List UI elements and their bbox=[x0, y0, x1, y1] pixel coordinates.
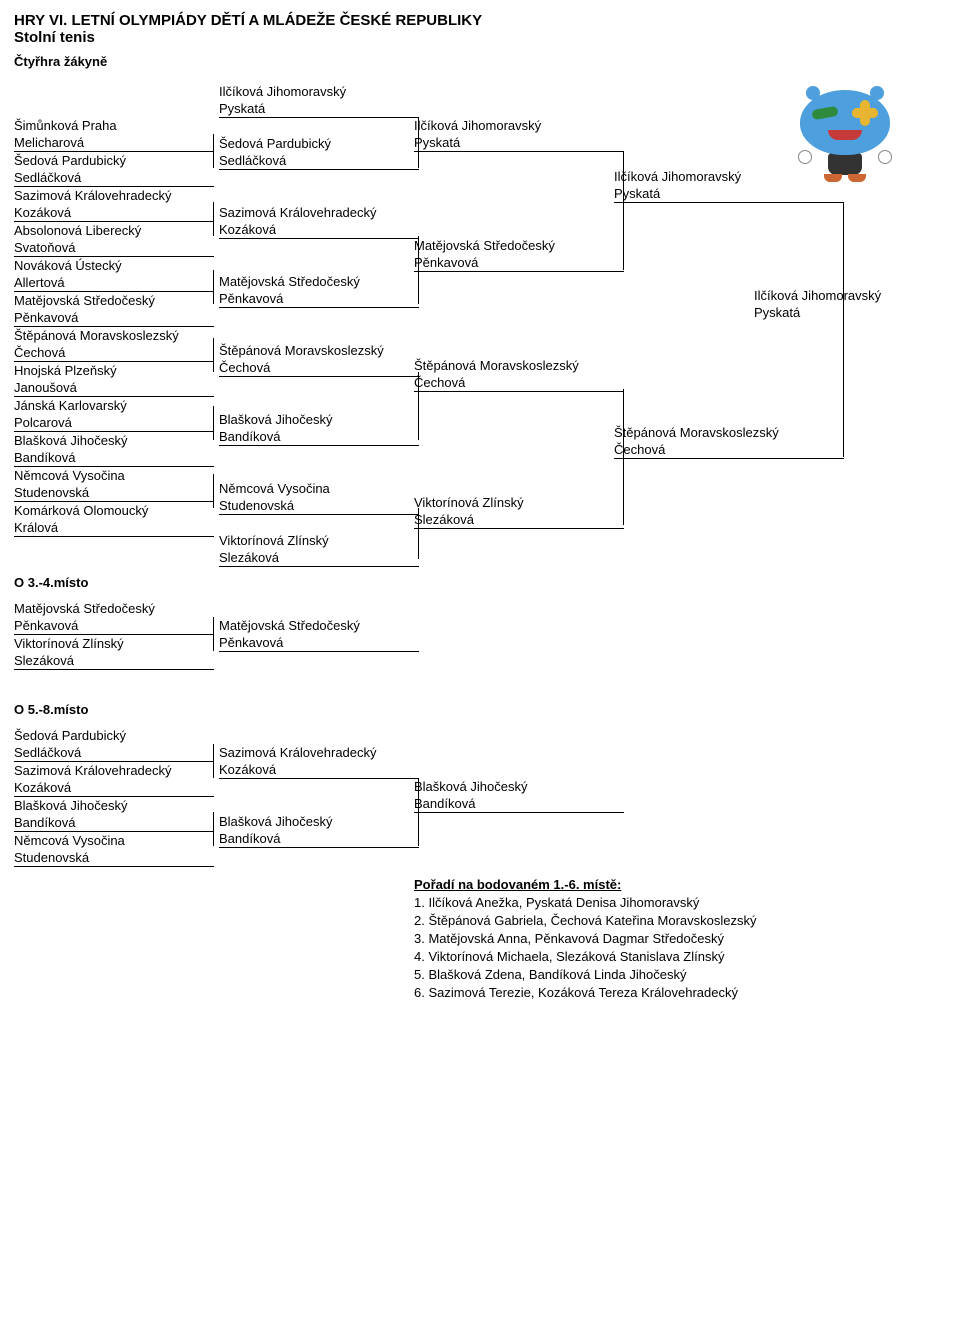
p34-2a: Viktorínová Zlínský bbox=[14, 635, 214, 652]
r1-p2b: Sedláčková bbox=[14, 169, 214, 187]
p58-sf2b: Bandíková bbox=[219, 830, 419, 848]
r1-p10a: Blašková Jihočeský bbox=[14, 432, 214, 449]
p34-2b: Slezáková bbox=[14, 652, 214, 670]
r1-p4b: Svatoňová bbox=[14, 239, 214, 257]
r1-p5b: Allertová bbox=[14, 274, 214, 292]
rank-2: 2. Štěpánová Gabriela, Čechová Kateřina … bbox=[414, 912, 757, 930]
p34-w-b: Pěnkavová bbox=[219, 634, 419, 652]
r1-p12b: Králová bbox=[14, 519, 214, 537]
r1-p7b: Čechová bbox=[14, 344, 214, 362]
r1-p11b: Studenovská bbox=[14, 484, 214, 502]
p34-1b: Pěnkavová bbox=[14, 617, 214, 635]
r1-p1a: Šimůnková Praha bbox=[14, 117, 214, 134]
p34-1a: Matějovská Středočeský bbox=[14, 600, 214, 617]
r1-p8a: Hnojská Plzeňský bbox=[14, 362, 214, 379]
page-sport: Stolní tenis bbox=[14, 29, 946, 46]
p58-4a: Němcová Vysočina bbox=[14, 832, 214, 849]
r1-p11a: Němcová Vysočina bbox=[14, 467, 214, 484]
section-34-title: O 3.-4.místo bbox=[14, 575, 946, 590]
bracket-34: Matějovská Středočeský Pěnkavová Viktorí… bbox=[14, 600, 946, 680]
qf3a: Štěpánová Moravskoslezský bbox=[414, 357, 624, 374]
bracket-58: Šedová Pardubický Sedláčková Sazimová Kr… bbox=[14, 727, 946, 887]
r1-p12a: Komárková Olomoucký bbox=[14, 502, 214, 519]
main-bracket: Šimůnková Praha Melicharová Šedová Pardu… bbox=[14, 83, 946, 553]
r1-p7a: Štěpánová Moravskoslezský bbox=[14, 327, 214, 344]
page-category: Čtyřhra žákyně bbox=[14, 54, 946, 69]
p58-1a: Šedová Pardubický bbox=[14, 727, 214, 744]
r2-p5a: Blašková Jihočeský bbox=[219, 411, 419, 428]
p58-w-b: Bandíková bbox=[414, 795, 624, 813]
rank-3: 3. Matějovská Anna, Pěnkavová Dagmar Stř… bbox=[414, 930, 757, 948]
rank-5: 5. Blašková Zdena, Bandíková Linda Jihoč… bbox=[414, 966, 757, 984]
seed-bot-a: Viktorínová Zlínský bbox=[219, 532, 419, 549]
r2-p2a: Sazimová Královehradecký bbox=[219, 204, 419, 221]
p58-2b: Kozáková bbox=[14, 779, 214, 797]
sf2b: Čechová bbox=[614, 441, 844, 459]
r1-p6b: Pěnkavová bbox=[14, 309, 214, 327]
page-title: HRY VI. LETNÍ OLYMPIÁDY DĚTÍ A MLÁDEŽE Č… bbox=[14, 12, 946, 29]
p34-w-a: Matějovská Středočeský bbox=[219, 617, 419, 634]
winner-a: Ilčíková Jihomoravský bbox=[734, 287, 934, 304]
seed-bot-b: Slezáková bbox=[219, 549, 419, 567]
p58-4b: Studenovská bbox=[14, 849, 214, 867]
seed-top-b: Pyskatá bbox=[219, 100, 419, 118]
r1-p9b: Polcarová bbox=[14, 414, 214, 432]
r1-p2a: Šedová Pardubický bbox=[14, 152, 214, 169]
rank-6: 6. Sazimová Terezie, Kozáková Tereza Krá… bbox=[414, 984, 757, 1002]
seed-top-a: Ilčíková Jihomoravský bbox=[219, 83, 419, 100]
rank-4: 4. Viktorínová Michaela, Slezáková Stani… bbox=[414, 948, 757, 966]
r2-p4a: Štěpánová Moravskoslezský bbox=[219, 342, 419, 359]
qf1a: Ilčíková Jihomoravský bbox=[414, 117, 624, 134]
p58-3b: Bandíková bbox=[14, 814, 214, 832]
r2-p1b: Sedláčková bbox=[219, 152, 419, 170]
qf4b: Slezáková bbox=[414, 511, 624, 529]
r2-p3a: Matějovská Středočeský bbox=[219, 273, 419, 290]
qf2b: Pěnkavová bbox=[414, 254, 624, 272]
rank-1: 1. Ilčíková Anežka, Pyskatá Denisa Jihom… bbox=[414, 894, 757, 912]
p58-3a: Blašková Jihočeský bbox=[14, 797, 214, 814]
qf1b: Pyskatá bbox=[414, 134, 624, 152]
r2-p3b: Pěnkavová bbox=[219, 290, 419, 308]
r2-p5b: Bandíková bbox=[219, 428, 419, 446]
p58-2a: Sazimová Královehradecký bbox=[14, 762, 214, 779]
p58-w-a: Blašková Jihočeský bbox=[414, 778, 624, 795]
r1-p3b: Kozáková bbox=[14, 204, 214, 222]
winner-b: Pyskatá bbox=[734, 304, 934, 321]
rankings-title: Pořadí na bodovaném 1.-6. místě: bbox=[414, 876, 757, 894]
r2-p6b: Studenovská bbox=[219, 497, 419, 515]
r1-p4a: Absolonová Liberecký bbox=[14, 222, 214, 239]
r2-p1a: Šedová Pardubický bbox=[219, 135, 419, 152]
r2-p2b: Kozáková bbox=[219, 221, 419, 239]
r1-p3a: Sazimová Královehradecký bbox=[14, 187, 214, 204]
qf3b: Čechová bbox=[414, 374, 624, 392]
p58-sf1b: Kozáková bbox=[219, 761, 419, 779]
r1-p8b: Janoušová bbox=[14, 379, 214, 397]
r1-p9a: Jánská Karlovarský bbox=[14, 397, 214, 414]
r1-p5a: Nováková Ústecký bbox=[14, 257, 214, 274]
r1-p1b: Melicharová bbox=[14, 134, 214, 152]
p58-sf2a: Blašková Jihočeský bbox=[219, 813, 419, 830]
qf4a: Viktorínová Zlínský bbox=[414, 494, 624, 511]
p58-sf1a: Sazimová Královehradecký bbox=[219, 744, 419, 761]
sf2a: Štěpánová Moravskoslezský bbox=[614, 424, 844, 441]
p58-1b: Sedláčková bbox=[14, 744, 214, 762]
rankings-list: Pořadí na bodovaném 1.-6. místě: 1. Ilčí… bbox=[414, 876, 757, 1002]
r1-p10b: Bandíková bbox=[14, 449, 214, 467]
section-58-title: O 5.-8.místo bbox=[14, 702, 946, 717]
qf2a: Matějovská Středočeský bbox=[414, 237, 624, 254]
r2-p4b: Čechová bbox=[219, 359, 419, 377]
r2-p6a: Němcová Vysočina bbox=[219, 480, 419, 497]
r1-p6a: Matějovská Středočeský bbox=[14, 292, 214, 309]
